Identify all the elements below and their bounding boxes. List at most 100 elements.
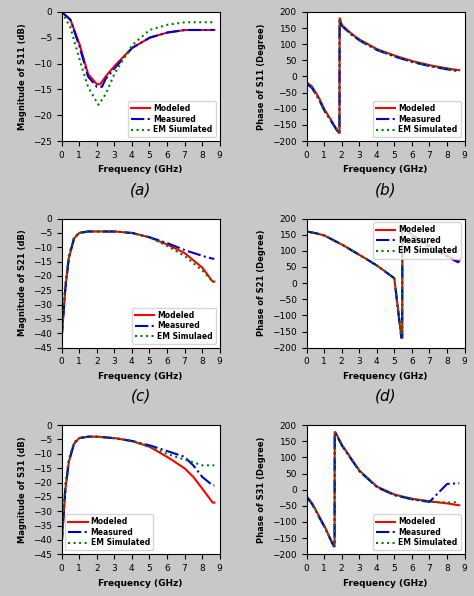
Modeled — [133, 42, 139, 49]
Measured — [378, 48, 384, 55]
EM Simulated — [400, 223, 405, 230]
EM Simulated — [207, 462, 213, 469]
Line: Modeled: Modeled — [307, 432, 459, 546]
Modeled — [456, 502, 462, 509]
Y-axis label: Phase of S31 (Degree): Phase of S31 (Degree) — [257, 436, 266, 543]
Modeled — [207, 495, 213, 502]
Line: EM Simulaed: EM Simulaed — [62, 231, 214, 333]
Measured — [332, 430, 337, 437]
Modeled — [378, 485, 384, 492]
Measured — [133, 230, 139, 237]
Measured — [304, 493, 310, 501]
Y-axis label: Phase of S11 (Degree): Phase of S11 (Degree) — [257, 23, 266, 130]
Measured — [424, 242, 430, 249]
Measured — [452, 480, 458, 487]
Line: EM Siumlated: EM Siumlated — [62, 12, 214, 105]
EM Simulated — [378, 485, 384, 492]
EM Simulated — [452, 67, 458, 74]
Text: (b): (b) — [375, 182, 396, 197]
X-axis label: Frequency (GHz): Frequency (GHz) — [343, 372, 428, 381]
Modeled — [452, 66, 458, 73]
EM Siumlated — [207, 18, 213, 26]
Modeled — [59, 8, 64, 15]
Measured — [85, 228, 91, 235]
Line: EM Simulated: EM Simulated — [307, 19, 459, 133]
EM Simulated — [85, 433, 91, 440]
EM Simulated — [374, 483, 380, 491]
Line: Measured: Measured — [62, 12, 214, 87]
EM Siumlated — [211, 18, 217, 26]
Measured — [133, 439, 139, 446]
Modeled — [304, 493, 310, 500]
Modeled — [456, 257, 462, 265]
EM Simulated — [452, 247, 458, 254]
Modeled — [179, 248, 185, 255]
Measured — [374, 262, 380, 269]
EM Simulated — [59, 536, 64, 543]
Modeled — [332, 429, 337, 436]
Line: Measured: Measured — [62, 231, 214, 339]
EM Simulated — [452, 499, 458, 506]
Measured — [374, 483, 380, 491]
X-axis label: Frequency (GHz): Frequency (GHz) — [99, 372, 183, 381]
Measured — [207, 480, 213, 487]
Line: Modeled: Modeled — [62, 437, 214, 545]
Line: Modeled: Modeled — [307, 226, 459, 338]
Modeled — [452, 501, 458, 508]
Measured — [304, 80, 310, 87]
EM Simulaed — [179, 251, 185, 258]
Measured — [311, 88, 317, 95]
Line: Modeled: Modeled — [307, 18, 459, 133]
EM Simulated — [424, 498, 430, 505]
Modeled — [311, 229, 317, 237]
EM Simulated — [336, 129, 342, 136]
EM Simulated — [378, 265, 383, 272]
Measured — [452, 67, 458, 74]
EM Simulated — [424, 61, 430, 69]
Measured — [211, 255, 217, 262]
Legend: Modeled, Measured, EM Simulated: Modeled, Measured, EM Simulated — [373, 514, 461, 551]
Measured — [211, 26, 217, 33]
EM Simulated — [133, 439, 139, 446]
EM Simulated — [424, 243, 430, 250]
Measured — [456, 480, 462, 487]
Y-axis label: Magnitude of S11 (dB): Magnitude of S11 (dB) — [18, 23, 27, 130]
Measured — [179, 452, 185, 460]
Measured — [66, 252, 72, 259]
Modeled — [59, 542, 64, 549]
EM Simulated — [378, 48, 384, 55]
EM Simulaed — [59, 330, 64, 337]
Modeled — [207, 275, 213, 282]
Measured — [207, 26, 213, 33]
EM Siumlated — [207, 18, 213, 26]
Modeled — [452, 256, 458, 263]
Modeled — [207, 26, 213, 33]
Measured — [336, 130, 342, 137]
Modeled — [424, 498, 430, 505]
Modeled — [424, 241, 430, 248]
Measured — [66, 15, 72, 23]
EM Simulated — [374, 46, 380, 53]
Legend: Modeled, Measured, EM Simulated: Modeled, Measured, EM Simulated — [65, 514, 153, 551]
Modeled — [179, 27, 185, 34]
EM Siumlated — [133, 38, 139, 45]
Legend: Modeled, Measured, EM Simulaed: Modeled, Measured, EM Simulaed — [132, 308, 216, 344]
Measured — [179, 246, 185, 253]
Measured — [311, 505, 317, 512]
Modeled — [400, 222, 405, 229]
Measured — [331, 542, 337, 550]
Measured — [424, 62, 430, 69]
Measured — [66, 456, 72, 463]
EM Simulaed — [211, 278, 217, 285]
Line: Modeled: Modeled — [62, 12, 214, 84]
X-axis label: Frequency (GHz): Frequency (GHz) — [343, 579, 428, 588]
Modeled — [129, 437, 135, 445]
Measured — [207, 254, 213, 262]
Modeled — [311, 86, 317, 94]
EM Simulaed — [85, 228, 91, 235]
Measured — [133, 42, 139, 49]
Modeled — [133, 439, 139, 446]
Modeled — [207, 274, 213, 281]
EM Simulated — [374, 262, 380, 269]
Text: (c): (c) — [130, 389, 151, 404]
